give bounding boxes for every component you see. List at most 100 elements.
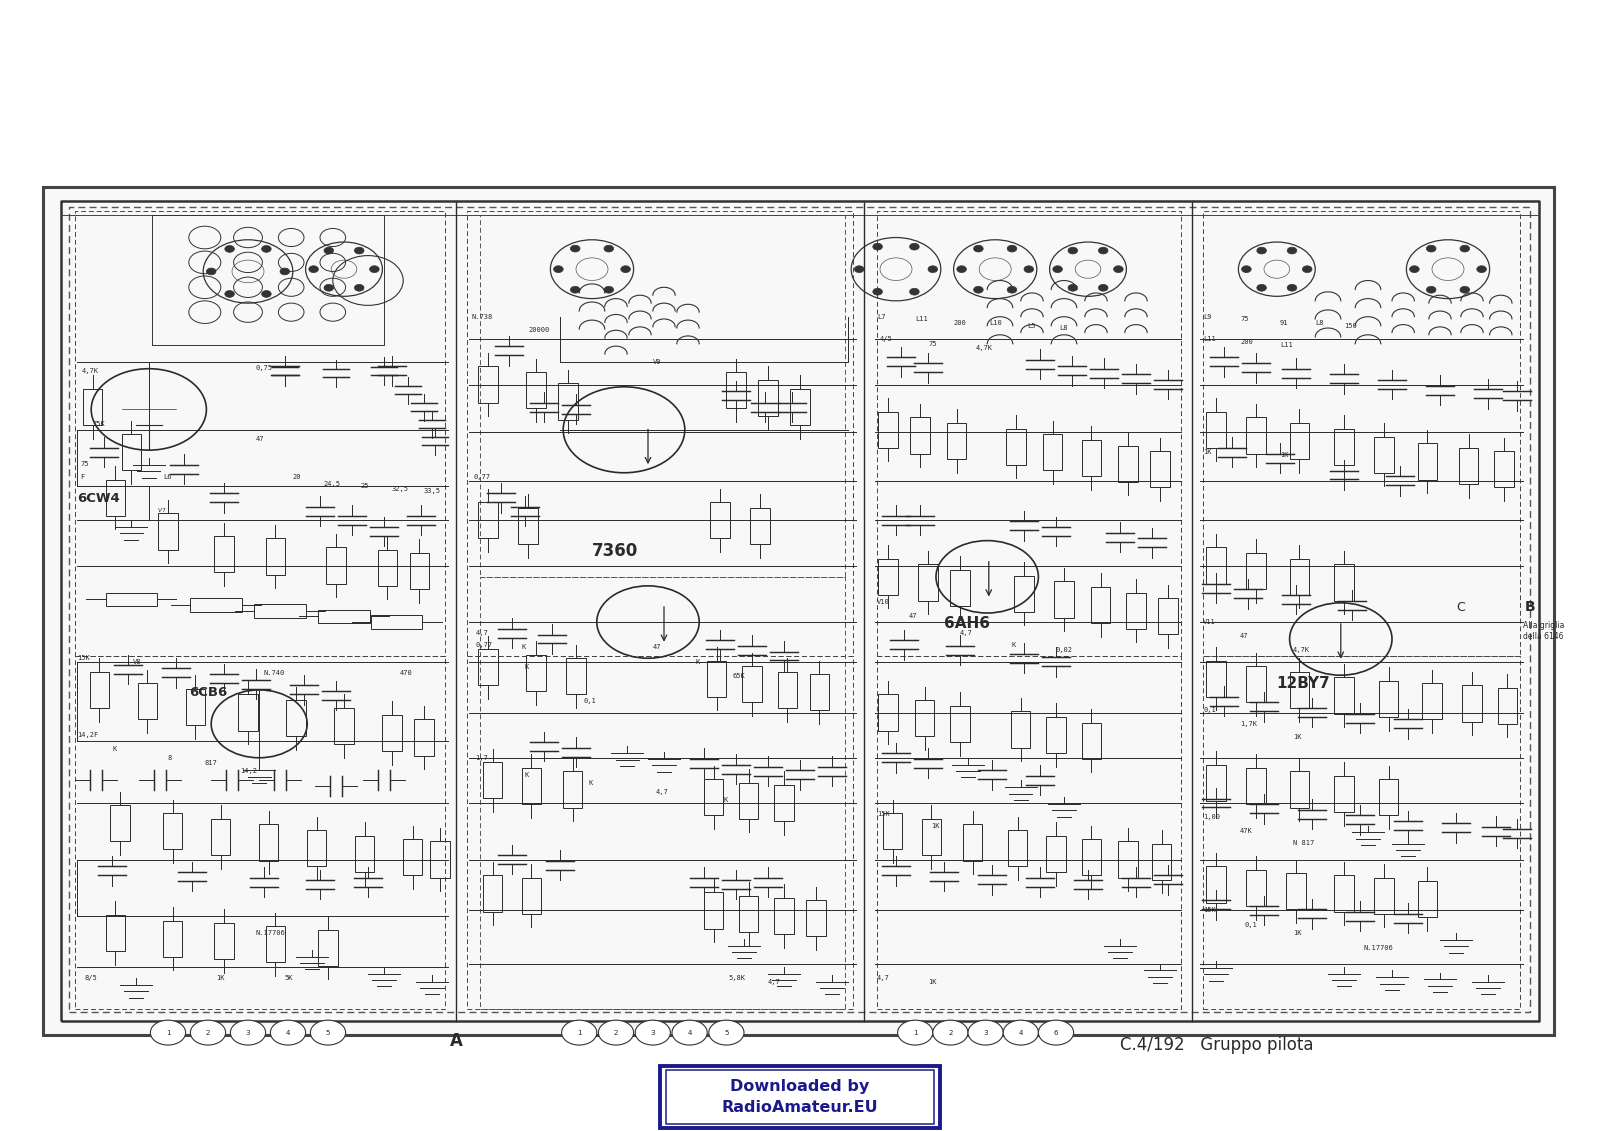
Bar [254,604,306,618]
Text: 4,7: 4,7 [768,978,781,985]
Circle shape [1427,286,1437,293]
Circle shape [261,291,270,297]
Text: 0,02: 0,02 [1056,647,1074,654]
Bar [403,839,422,875]
Bar [878,559,898,595]
Bar [266,538,285,575]
Text: 1K: 1K [928,978,936,985]
Text: Alla griglia: Alla griglia [1523,621,1565,630]
Bar [382,715,402,751]
Bar [214,536,234,572]
Text: 75: 75 [928,340,936,347]
Bar [878,412,898,448]
Circle shape [1099,248,1107,254]
Circle shape [310,1020,346,1045]
Circle shape [1008,245,1018,252]
Bar [83,389,102,425]
Text: V10: V10 [877,598,890,605]
Circle shape [1038,1020,1074,1045]
Bar [1014,576,1034,612]
Bar [1334,677,1354,714]
Bar [266,926,285,962]
Bar [922,819,941,855]
Bar [478,366,498,403]
Bar [90,672,109,708]
Circle shape [190,1020,226,1045]
Bar [1008,830,1027,866]
Text: 47K: 47K [1240,828,1253,835]
Text: L8: L8 [1059,325,1067,331]
Bar [522,878,541,914]
Text: 200: 200 [1240,338,1253,345]
Bar [1422,683,1442,719]
Text: 150: 150 [1344,322,1357,329]
Text: A: A [450,1033,462,1051]
Circle shape [898,1020,933,1045]
Bar [742,666,762,702]
Circle shape [554,266,563,273]
Bar [1379,779,1398,815]
Text: 8: 8 [168,754,173,761]
Text: 1: 1 [578,1029,581,1036]
Bar [1334,564,1354,601]
Text: 91: 91 [1280,320,1288,327]
Bar [286,700,306,736]
Circle shape [570,245,579,252]
Bar [307,830,326,866]
Text: 20000: 20000 [528,327,549,334]
Bar [1290,423,1309,459]
Text: 4: 4 [688,1029,691,1036]
Bar [318,610,370,623]
Circle shape [1024,266,1034,273]
Text: 12BY7: 12BY7 [1277,675,1331,691]
Bar [211,819,230,855]
Circle shape [605,245,613,252]
Bar [1118,446,1138,482]
Circle shape [957,266,966,273]
Text: 1K: 1K [216,975,224,982]
Circle shape [1286,248,1296,254]
Text: N.17706: N.17706 [1363,944,1394,951]
Text: 0,1: 0,1 [584,698,597,705]
Bar [483,762,502,798]
Text: 4,7K: 4,7K [976,345,994,352]
Bar [334,708,354,744]
Bar [1082,440,1101,476]
Bar [1334,776,1354,812]
Bar [106,593,157,606]
Text: 75: 75 [80,460,88,467]
Text: 1K: 1K [1293,734,1301,741]
Bar [1043,434,1062,470]
Text: B: B [1525,599,1536,614]
Bar [110,805,130,841]
Circle shape [1459,245,1469,252]
Bar [1246,553,1266,589]
Bar [1290,672,1309,708]
Bar [430,841,450,878]
Text: 1,7K: 1,7K [1240,720,1258,727]
Bar [106,915,125,951]
Text: 75: 75 [1240,316,1248,322]
Text: K: K [723,796,728,803]
Text: 5,8K: 5,8K [728,975,746,982]
Text: L10: L10 [989,320,1002,327]
Bar [1290,771,1309,808]
Circle shape [1099,284,1107,291]
Bar [739,783,758,819]
Text: 4,7K: 4,7K [82,368,99,374]
Circle shape [874,243,883,250]
Text: 1,7: 1,7 [475,754,488,761]
Bar [774,785,794,821]
Bar [1046,836,1066,872]
Text: Downloaded by: Downloaded by [730,1079,870,1094]
Text: 470: 470 [400,670,413,676]
Text: 4: 4 [286,1029,290,1036]
Circle shape [570,286,579,293]
Text: 14,2: 14,2 [240,768,258,775]
Bar [1206,412,1226,448]
Circle shape [968,1020,1003,1045]
Text: 15K: 15K [77,655,90,662]
Circle shape [206,268,216,275]
Bar [1374,878,1394,914]
Circle shape [974,245,982,252]
